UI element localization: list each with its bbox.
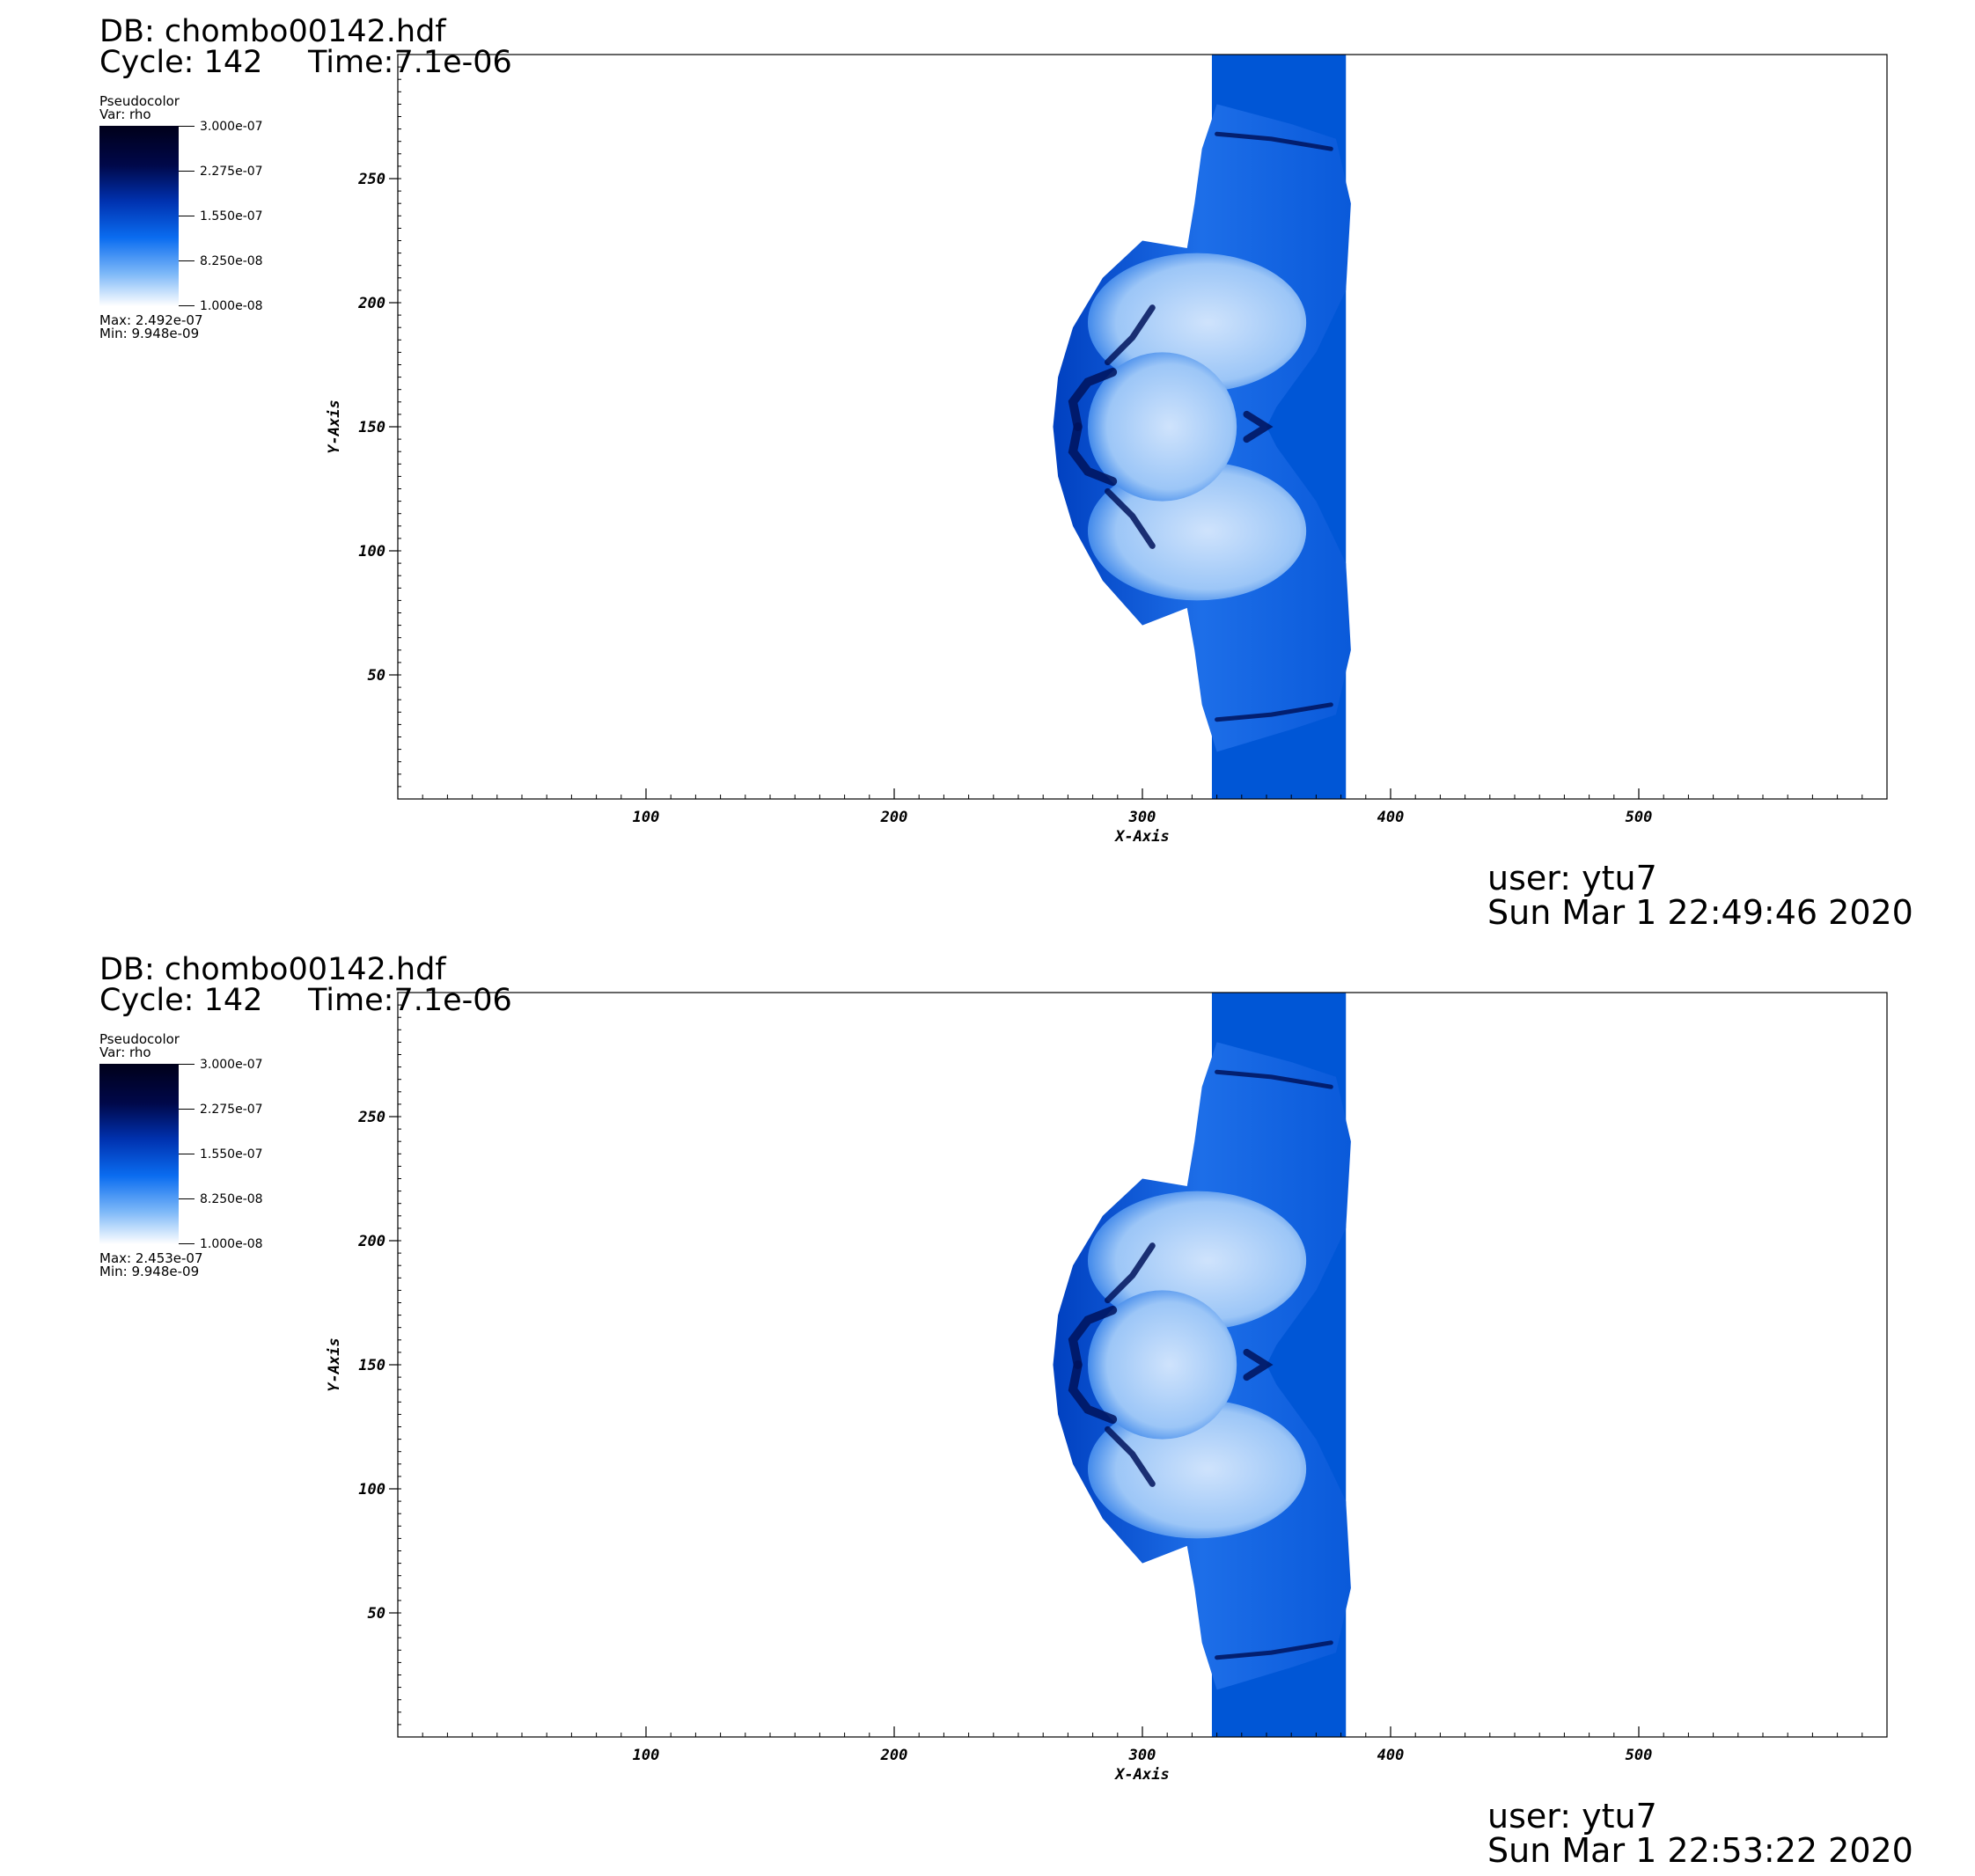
x-tick-label: 100: [633, 1747, 660, 1764]
colorbar-tick: [179, 305, 195, 306]
y-axis-label: Y-Axis: [326, 1337, 343, 1391]
density-plot: 100 200 300 400 500 50 100 150 200 250 X-Axis Y-Axi…: [326, 992, 1888, 1784]
y-tick-label: 250: [357, 171, 385, 188]
dark-filament: [1215, 1640, 1333, 1660]
legend-max: Max: 2.453e-07: [99, 1250, 203, 1266]
colorbar-tick-label: 1.550e-07: [200, 1147, 263, 1162]
legend-min: Min: 9.948e-09: [99, 326, 200, 341]
x-tick-label: 100: [633, 809, 660, 826]
x-tick-label: 400: [1377, 1747, 1405, 1764]
colorbar: [99, 126, 179, 306]
user-label: user: ytu7: [1487, 859, 1657, 898]
x-tick-label: 400: [1377, 809, 1405, 826]
x-tick-label: 500: [1626, 809, 1653, 826]
x-axis-label: X-Axis: [1113, 1766, 1169, 1784]
central-lobe: [1087, 352, 1237, 502]
user-label: user: ytu7: [1487, 1797, 1657, 1836]
x-tick-label: 300: [1128, 1747, 1156, 1764]
y-tick-label: 200: [357, 295, 385, 312]
dark-filament: [1105, 1425, 1156, 1487]
dark-filament: [1243, 410, 1274, 443]
central-lobe: [1087, 1290, 1237, 1440]
dark-filament: [1068, 367, 1118, 431]
x-axis-label: X-Axis: [1113, 828, 1169, 846]
plot-panel-1: DB: chombo00142.hdf Cycle: 142 Time:7.1e…: [99, 14, 1913, 932]
x-tick-label: 300: [1128, 809, 1156, 826]
y-tick-label: 150: [358, 1357, 385, 1374]
dark-filament: [1068, 422, 1118, 487]
y-tick-label: 150: [358, 419, 385, 436]
cycle-label: Cycle: 142: [99, 983, 263, 1018]
time-label: Time:7.1e-06: [308, 45, 512, 80]
x-tick-label: 200: [880, 1747, 908, 1764]
x-tick-label: 500: [1626, 1747, 1653, 1764]
legend-max: Max: 2.492e-07: [99, 312, 203, 328]
y-tick-label: 50: [368, 1605, 385, 1623]
colorbar-tick: [179, 1064, 195, 1065]
plot-panel-2: DB: chombo00142.hdf Cycle: 142 Time:7.1e…: [0, 938, 1975, 1876]
dark-filament: [1068, 1305, 1118, 1369]
y-tick-label: 100: [358, 543, 385, 561]
colorbar-tick: [179, 1109, 195, 1110]
colorbar-tick-label: 1.000e-08: [200, 299, 263, 313]
dark-filament: [1243, 1348, 1274, 1381]
legend-title: Pseudocolor: [99, 93, 180, 109]
colorbar-tick-label: 1.000e-08: [200, 1237, 263, 1251]
colorbar-tick-label: 8.250e-08: [200, 1192, 263, 1206]
x-tick-label: 200: [880, 809, 908, 826]
database-label: DB: chombo00142.hdf: [99, 952, 446, 987]
dark-filament: [1215, 702, 1333, 722]
colorbar: [99, 1064, 179, 1244]
colorbar-tick-label: 3.000e-07: [200, 1058, 263, 1072]
colorbar-tick: [179, 126, 195, 127]
legend-variable: Var: rho: [99, 106, 151, 122]
dark-filament: [1105, 487, 1156, 549]
y-tick-label: 250: [357, 1109, 385, 1126]
date-label: Sun Mar 1 22:53:22 2020: [1487, 1831, 1913, 1870]
colorbar-tick: [179, 171, 195, 172]
y-tick-label: 200: [357, 1233, 385, 1250]
colorbar-tick: [179, 1243, 195, 1244]
cycle-label: Cycle: 142: [99, 45, 263, 80]
legend-title: Pseudocolor: [99, 1031, 180, 1047]
colorbar-tick-label: 2.275e-07: [200, 1103, 263, 1117]
legend-min: Min: 9.948e-09: [99, 1264, 200, 1279]
dark-filament: [1105, 1242, 1156, 1304]
colorbar-tick: [179, 1198, 195, 1199]
dark-filament: [1215, 131, 1333, 151]
colorbar-tick-label: 8.250e-08: [200, 254, 263, 268]
y-axis-label: Y-Axis: [326, 399, 343, 453]
dark-filament: [1215, 1069, 1333, 1089]
y-tick-label: 100: [358, 1481, 385, 1499]
density-plot: 100 200 300 400 500 50 100 150 200 250 X-Axis Y-Axi…: [326, 54, 1888, 846]
time-label: Time:7.1e-06: [308, 983, 512, 1018]
y-tick-label: 50: [368, 667, 385, 685]
dark-filament: [1105, 304, 1156, 366]
colorbar-tick: [179, 260, 195, 261]
legend-variable: Var: rho: [99, 1044, 151, 1060]
colorbar-tick-label: 3.000e-07: [200, 120, 263, 134]
date-label: Sun Mar 1 22:49:46 2020: [1487, 893, 1913, 932]
colorbar-tick-label: 2.275e-07: [200, 165, 263, 179]
density-field: [1053, 993, 1351, 1737]
dark-filament: [1068, 1360, 1118, 1425]
colorbar-tick-label: 1.550e-07: [200, 209, 263, 224]
density-field: [1053, 55, 1351, 799]
database-label: DB: chombo00142.hdf: [99, 14, 446, 49]
